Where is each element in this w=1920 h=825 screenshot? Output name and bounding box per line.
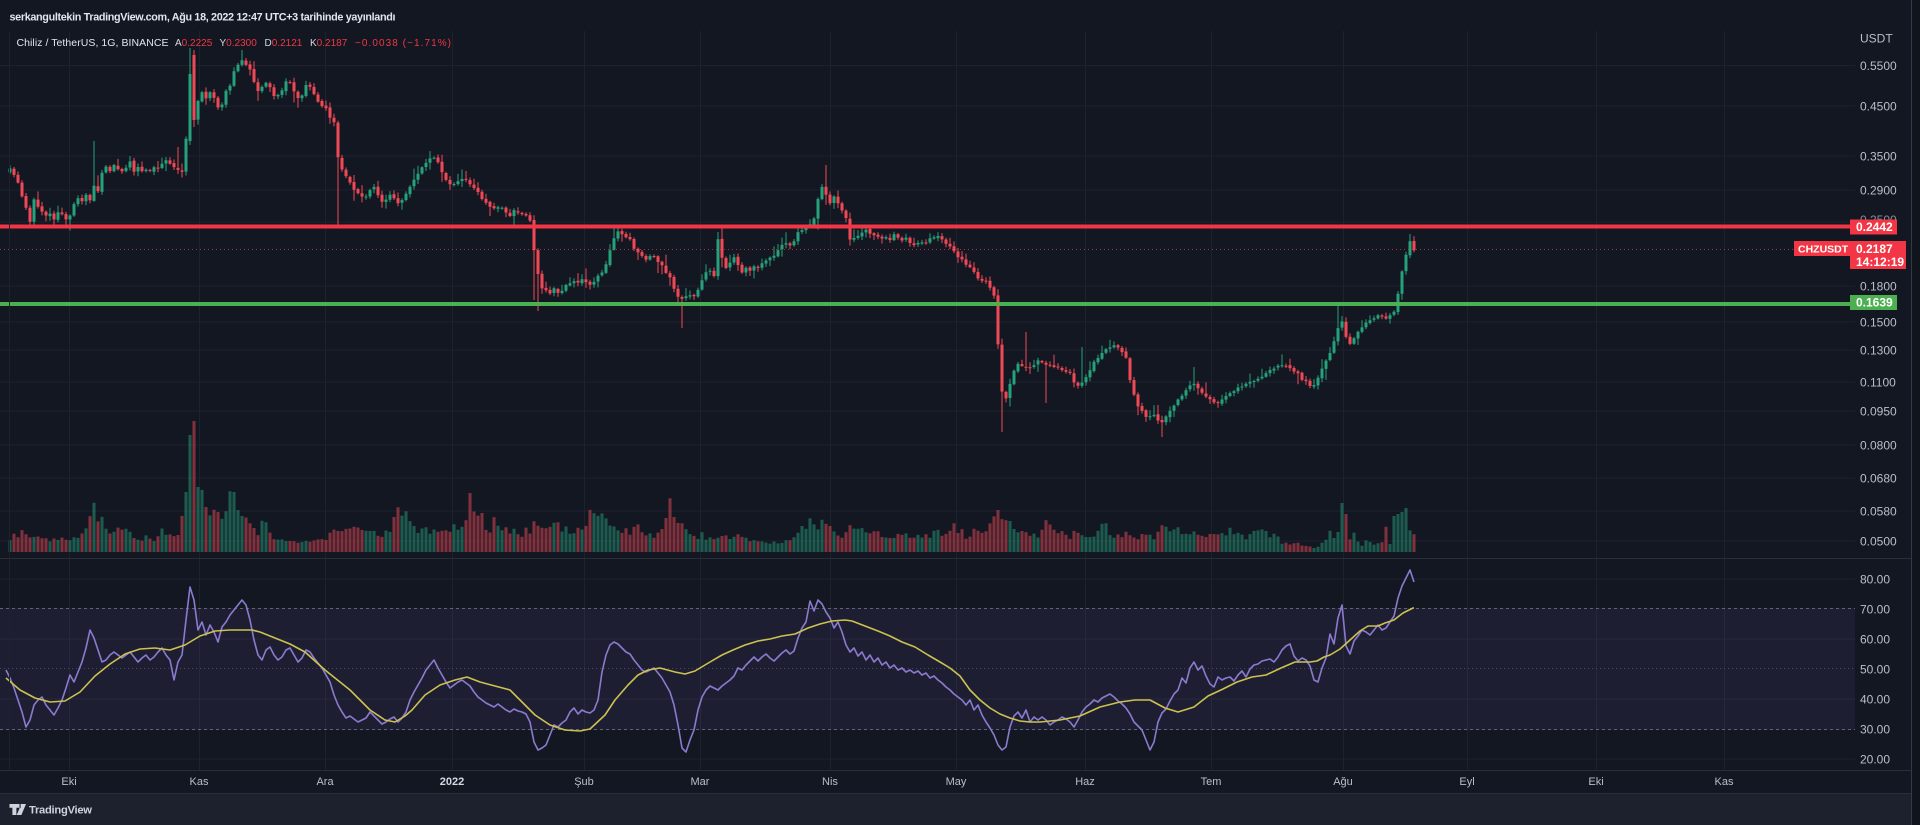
svg-text:Ağu: Ağu	[1333, 776, 1353, 788]
svg-text:0.0680: 0.0680	[1860, 472, 1897, 486]
svg-text:Ara: Ara	[316, 776, 334, 788]
svg-text:Chiliz / TetherUS, 1G, BINANCE: Chiliz / TetherUS, 1G, BINANCE	[17, 37, 169, 49]
svg-text:A0.2225: A0.2225	[175, 38, 213, 49]
svg-text:Eki: Eki	[1588, 776, 1603, 788]
svg-text:Kas: Kas	[1715, 776, 1734, 788]
svg-text:Haz: Haz	[1075, 776, 1095, 788]
svg-text:Nis: Nis	[822, 776, 838, 788]
svg-text:Şub: Şub	[574, 776, 594, 788]
svg-text:70.00: 70.00	[1860, 603, 1890, 617]
svg-text:0.3500: 0.3500	[1860, 150, 1897, 164]
svg-text:2022: 2022	[440, 776, 464, 788]
svg-text:0.1300: 0.1300	[1860, 344, 1897, 358]
svg-text:0.1100: 0.1100	[1860, 376, 1896, 390]
svg-text:−0.0038 (−1.71%): −0.0038 (−1.71%)	[355, 38, 451, 49]
svg-text:Kas: Kas	[190, 776, 209, 788]
svg-text:30.00: 30.00	[1860, 723, 1890, 737]
svg-text:0.0580: 0.0580	[1860, 505, 1897, 519]
svg-text:0.0800: 0.0800	[1860, 439, 1897, 453]
svg-text:May: May	[946, 776, 967, 788]
svg-text:serkangultekin TradingView.com: serkangultekin TradingView.com, Ağu 18, …	[10, 12, 396, 24]
svg-text:20.00: 20.00	[1860, 753, 1890, 767]
svg-text:0.0500: 0.0500	[1860, 535, 1897, 549]
svg-text:0.5500: 0.5500	[1860, 59, 1897, 73]
svg-text:Y0.2300: Y0.2300	[220, 38, 258, 49]
svg-text:0.0950: 0.0950	[1860, 405, 1897, 419]
svg-text:K0.2187: K0.2187	[310, 38, 348, 49]
svg-text:80.00: 80.00	[1860, 573, 1890, 587]
svg-text:50.00: 50.00	[1860, 663, 1890, 677]
svg-text:0.1639: 0.1639	[1856, 296, 1893, 310]
svg-text:40.00: 40.00	[1860, 693, 1890, 707]
svg-text:Eyl: Eyl	[1459, 776, 1474, 788]
svg-text:0.1500: 0.1500	[1860, 316, 1897, 330]
svg-text:0.1800: 0.1800	[1860, 280, 1897, 294]
svg-text:CHZUSDT: CHZUSDT	[1798, 244, 1849, 256]
svg-text:Mar: Mar	[691, 776, 710, 788]
svg-text:Tem: Tem	[1201, 776, 1222, 788]
svg-text:0.2442: 0.2442	[1856, 220, 1893, 234]
svg-text:TradingView: TradingView	[29, 805, 92, 817]
svg-text:Eki: Eki	[61, 776, 76, 788]
svg-text:USDT: USDT	[1860, 32, 1893, 46]
svg-text:60.00: 60.00	[1860, 633, 1890, 647]
svg-text:0.2900: 0.2900	[1860, 184, 1897, 198]
svg-text:0.2187: 0.2187	[1856, 242, 1893, 256]
svg-text:0.4500: 0.4500	[1860, 100, 1897, 114]
svg-text:D0.2121: D0.2121	[265, 38, 303, 49]
svg-text:14:12:19: 14:12:19	[1856, 255, 1904, 269]
